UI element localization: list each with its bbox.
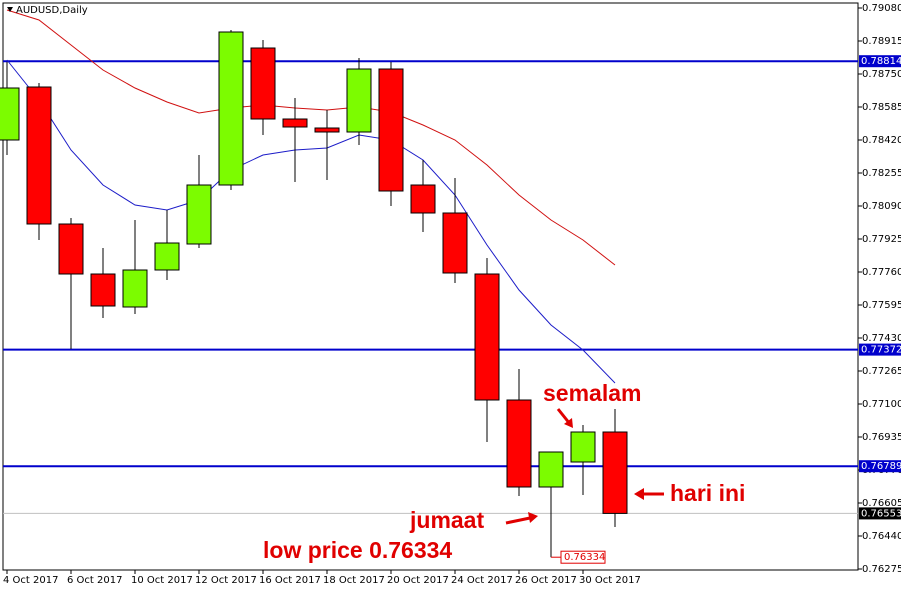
y-tick-label: 0.77595 xyxy=(862,300,901,311)
candle-body xyxy=(538,451,564,488)
x-tick-label: 10 Oct 2017 xyxy=(131,575,193,586)
moving-average xyxy=(6,9,616,266)
arrow xyxy=(505,516,531,525)
candle-body xyxy=(218,31,244,186)
candle-body xyxy=(506,399,532,488)
candle-body xyxy=(154,242,180,271)
level-label: 0.77372 xyxy=(861,345,901,356)
x-tick-label: 24 Oct 2017 xyxy=(451,575,513,586)
y-tick-label: 0.76275 xyxy=(862,564,901,575)
level-label-box xyxy=(859,460,901,473)
candle-body xyxy=(250,47,276,120)
candle-body xyxy=(26,86,52,225)
y-tick-label: 0.78585 xyxy=(862,102,901,113)
candle-body xyxy=(602,431,628,514)
y-tick-label: 0.76935 xyxy=(862,432,901,443)
x-tick-label: 12 Oct 2017 xyxy=(195,575,257,586)
candle-body xyxy=(442,212,468,274)
y-tick-label: 0.77925 xyxy=(862,234,901,245)
annotation: hari ini xyxy=(670,480,745,506)
level-label-box xyxy=(859,55,901,68)
x-tick-label: 18 Oct 2017 xyxy=(323,575,385,586)
y-tick-label: 0.77100 xyxy=(862,399,901,410)
candle-body xyxy=(186,184,212,245)
y-tick-label: 0.78750 xyxy=(862,69,901,80)
y-tick-label: 0.77265 xyxy=(862,366,901,377)
level-label: 0.76553 xyxy=(861,508,901,519)
arrow-head xyxy=(564,418,573,428)
x-tick-label: 16 Oct 2017 xyxy=(259,575,321,586)
plot-area xyxy=(0,9,858,558)
low-label: 0.76334 xyxy=(564,552,605,563)
candle-body xyxy=(58,223,84,275)
y-tick-label: 0.78915 xyxy=(862,36,901,47)
x-tick-label: 4 Oct 2017 xyxy=(3,575,58,586)
candle-body xyxy=(410,184,436,214)
candle-body xyxy=(346,68,372,133)
y-tick-label: 0.76440 xyxy=(862,531,901,542)
annotation: semalam xyxy=(543,380,641,406)
annotation: low price 0.76334 xyxy=(263,537,452,563)
level-label-box xyxy=(859,507,901,520)
annotations: semalam hari ini jumaat low price 0.7633… xyxy=(263,380,745,563)
x-tick-label: 20 Oct 2017 xyxy=(387,575,449,586)
candle-body xyxy=(122,269,148,308)
x-tick-label: 6 Oct 2017 xyxy=(67,575,122,586)
level-label: 0.76789 xyxy=(861,461,901,472)
candle-body xyxy=(282,118,308,128)
level-label: 0.78814 xyxy=(861,56,901,67)
candle-body xyxy=(314,127,340,133)
low-label-box xyxy=(560,550,606,564)
x-tick-label: 26 Oct 2017 xyxy=(515,575,577,586)
y-tick-label: 0.77760 xyxy=(862,267,901,278)
y-tick-label: 0.78090 xyxy=(862,201,901,212)
candle-body xyxy=(0,87,20,141)
y-tick-label: 0.79080 xyxy=(862,3,901,14)
x-tick-label: 30 Oct 2017 xyxy=(579,575,641,586)
chart-title: AUDUSD,Daily xyxy=(16,5,88,16)
arrow-head xyxy=(528,512,538,523)
y-tick-label: 0.76605 xyxy=(862,498,901,509)
y-tick-label: 0.78255 xyxy=(862,168,901,179)
title-marker xyxy=(7,7,13,12)
arrow-head xyxy=(634,488,644,500)
annotation: jumaat xyxy=(409,507,484,533)
candle-body xyxy=(474,273,500,401)
y-tick-label: 0.77430 xyxy=(862,333,901,344)
candle-body xyxy=(90,273,116,307)
candle-body xyxy=(570,431,596,463)
y-tick-label: 0.78420 xyxy=(862,135,901,146)
candle-body xyxy=(378,68,404,192)
moving-average xyxy=(6,59,616,384)
level-label-box xyxy=(859,343,901,356)
